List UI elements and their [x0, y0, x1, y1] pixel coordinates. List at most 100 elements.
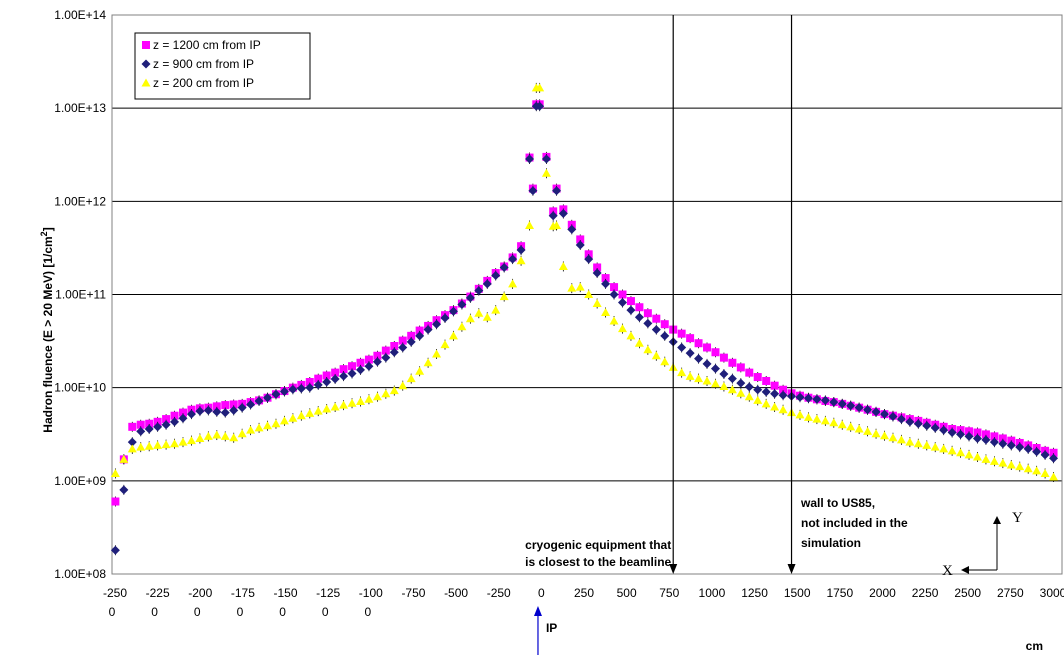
data-point [846, 422, 856, 431]
data-point [499, 292, 509, 301]
data-point [339, 365, 348, 374]
data-point [423, 358, 433, 367]
data-point [567, 283, 577, 292]
data-point [288, 384, 298, 394]
data-point [779, 385, 788, 394]
data-point [651, 351, 661, 360]
data-point [144, 424, 154, 434]
data-point [237, 403, 247, 413]
data-point [837, 420, 847, 429]
data-point [153, 417, 162, 426]
data-point [685, 348, 695, 358]
data-point [482, 312, 492, 321]
data-point [322, 377, 332, 387]
data-point [203, 431, 213, 440]
legend: z = 1200 cm from IP z = 900 cm from IP z =… [134, 32, 311, 100]
data-point [964, 431, 974, 441]
data-point [457, 322, 467, 331]
data-point [195, 433, 205, 442]
data-point [871, 429, 881, 438]
data-point [947, 446, 957, 455]
data-point [474, 308, 484, 317]
data-point [516, 256, 526, 265]
data-point [313, 380, 323, 390]
data-point [448, 306, 458, 316]
data-point [296, 411, 306, 420]
data-point [161, 420, 171, 430]
data-point [440, 313, 450, 323]
data-point [390, 342, 399, 351]
x-tick-label-second-line: 0 [109, 605, 116, 619]
data-point [736, 378, 746, 388]
data-point [491, 270, 501, 280]
data-point [972, 452, 982, 461]
data-point [592, 299, 602, 308]
data-point [593, 263, 602, 272]
data-point [761, 387, 771, 397]
data-point [330, 402, 340, 411]
y-axis-label: Hadron fluence (E > 20 MeV) [1/cm2] [39, 227, 55, 432]
data-point [1049, 453, 1059, 463]
data-point [1032, 447, 1042, 457]
data-point [728, 358, 737, 367]
data-point [829, 418, 839, 427]
data-point [415, 366, 425, 375]
data-point [989, 456, 999, 465]
data-point [170, 439, 180, 448]
x-tick-label: -750 [401, 586, 425, 600]
data-point [762, 376, 771, 385]
data-point [956, 448, 966, 457]
data-point [837, 399, 847, 409]
data-point [142, 41, 150, 49]
data-point [406, 337, 416, 347]
y-axis-symbol-arrowhead [993, 516, 1001, 524]
data-point [905, 437, 915, 446]
data-point [643, 309, 652, 318]
data-point [296, 383, 306, 393]
data-point [448, 331, 458, 340]
data-point [1049, 472, 1059, 481]
x-tick-label: 500 [617, 586, 637, 600]
data-point [119, 485, 129, 495]
data-point [271, 389, 281, 399]
data-point [288, 413, 298, 422]
y-tick-label: 1.00E+14 [54, 8, 106, 22]
data-point [703, 343, 712, 352]
x-tick-label: 2000 [869, 586, 896, 600]
data-point [381, 346, 390, 355]
y-tick-label: 1.00E+13 [54, 101, 106, 115]
data-point [905, 417, 915, 427]
data-point [347, 368, 357, 378]
data-point [694, 354, 704, 364]
data-point [863, 405, 873, 415]
data-point [548, 211, 558, 221]
data-point [863, 426, 873, 435]
x-tick-label: 750 [659, 586, 679, 600]
data-point [1023, 444, 1033, 454]
data-point [660, 320, 669, 329]
data-point [355, 365, 365, 375]
data-point [364, 355, 373, 364]
data-point [922, 421, 932, 431]
data-point [263, 421, 273, 430]
data-point [998, 458, 1008, 467]
data-point [423, 325, 433, 335]
data-point [305, 383, 315, 393]
wall-label-line-2: not included in the [801, 516, 908, 530]
data-point [1006, 440, 1016, 450]
data-point [770, 389, 780, 399]
data-point [719, 369, 729, 379]
data-point [880, 431, 890, 440]
data-point [660, 331, 670, 341]
data-point [528, 186, 538, 196]
data-point [212, 407, 222, 417]
data-point [998, 434, 1007, 443]
data-point [195, 406, 205, 416]
x-tick-label: 2500 [954, 586, 981, 600]
data-point [753, 385, 763, 395]
data-point [981, 435, 991, 445]
x-tick-label: 0 [538, 586, 545, 600]
y-axis-symbol-label: Y [1012, 510, 1023, 526]
data-point [128, 422, 137, 431]
